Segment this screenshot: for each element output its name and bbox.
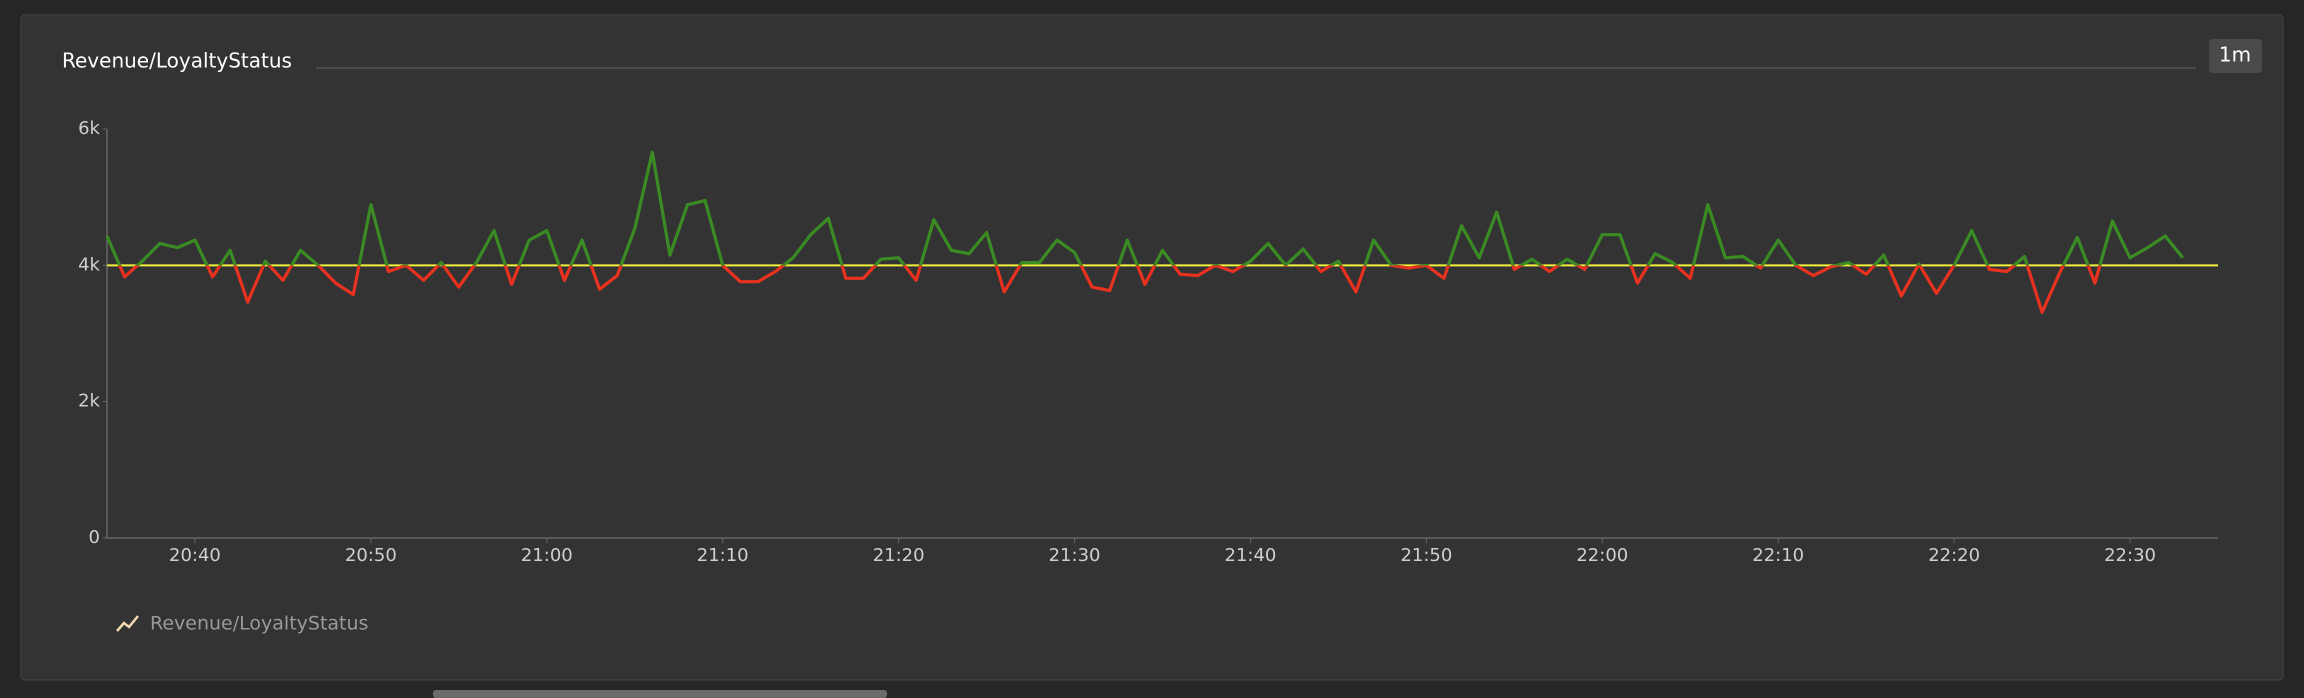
series-line — [105, 150, 2185, 314]
x-tick-label: 20:40 — [169, 545, 221, 566]
x-tick-label: 21:10 — [697, 545, 749, 566]
y-tick-label: 6k — [78, 118, 100, 139]
x-tick-label: 21:50 — [1400, 545, 1452, 566]
legend-label: Revenue/LoyaltyStatus — [150, 613, 368, 635]
interval-label[interactable]: 1m — [2219, 43, 2251, 67]
chart-title: Revenue/LoyaltyStatus — [62, 49, 292, 73]
scrollbar[interactable] — [433, 690, 887, 698]
y-tick-label: 4k — [78, 254, 100, 275]
x-tick-label: 22:00 — [1576, 545, 1628, 566]
y-tick-label: 2k — [78, 391, 100, 412]
x-tick-label: 21:30 — [1049, 545, 1101, 566]
x-tick-label: 22:10 — [1752, 545, 1804, 566]
x-tick-label: 20:50 — [345, 545, 397, 566]
x-tick-label: 22:20 — [1928, 545, 1980, 566]
interval-button[interactable] — [2209, 39, 2262, 73]
x-tick-label: 21:20 — [873, 545, 925, 566]
panel — [20, 14, 2284, 681]
x-tick-label: 22:30 — [2104, 545, 2156, 566]
x-tick-label: 21:00 — [521, 545, 573, 566]
x-tick-label: 21:40 — [1225, 545, 1277, 566]
y-tick-label: 0 — [89, 527, 100, 548]
legend-icon — [116, 615, 139, 632]
